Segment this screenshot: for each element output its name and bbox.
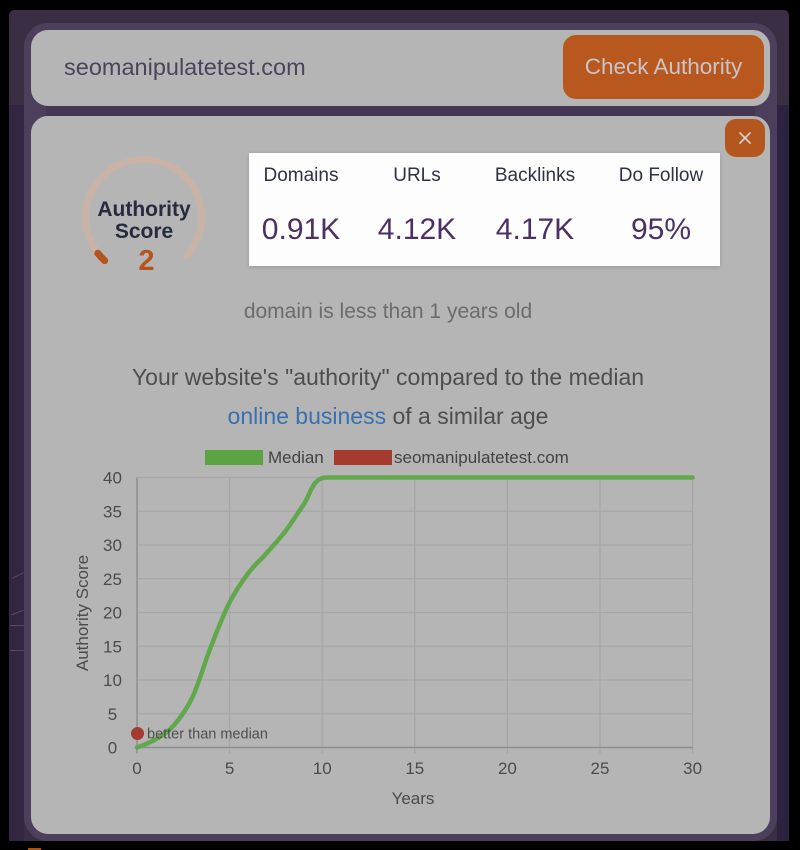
svg-text:35: 35 [103,502,122,521]
svg-text:5: 5 [225,759,234,778]
svg-text:15: 15 [103,637,122,656]
svg-text:30: 30 [103,536,122,555]
svg-text:25: 25 [103,570,122,589]
svg-text:40: 40 [103,469,122,488]
svg-text:better than median: better than median [147,727,268,743]
svg-text:30: 30 [683,759,702,778]
svg-text:25: 25 [591,759,610,778]
svg-text:15: 15 [405,759,424,778]
svg-text:5: 5 [108,705,117,724]
svg-text:10: 10 [103,671,122,690]
svg-text:20: 20 [498,759,517,778]
svg-text:Authority Score: Authority Score [73,555,92,671]
svg-text:0: 0 [108,739,117,758]
svg-text:20: 20 [103,604,122,623]
svg-text:Years: Years [392,789,435,808]
svg-text:10: 10 [313,759,332,778]
svg-text:0: 0 [132,759,141,778]
